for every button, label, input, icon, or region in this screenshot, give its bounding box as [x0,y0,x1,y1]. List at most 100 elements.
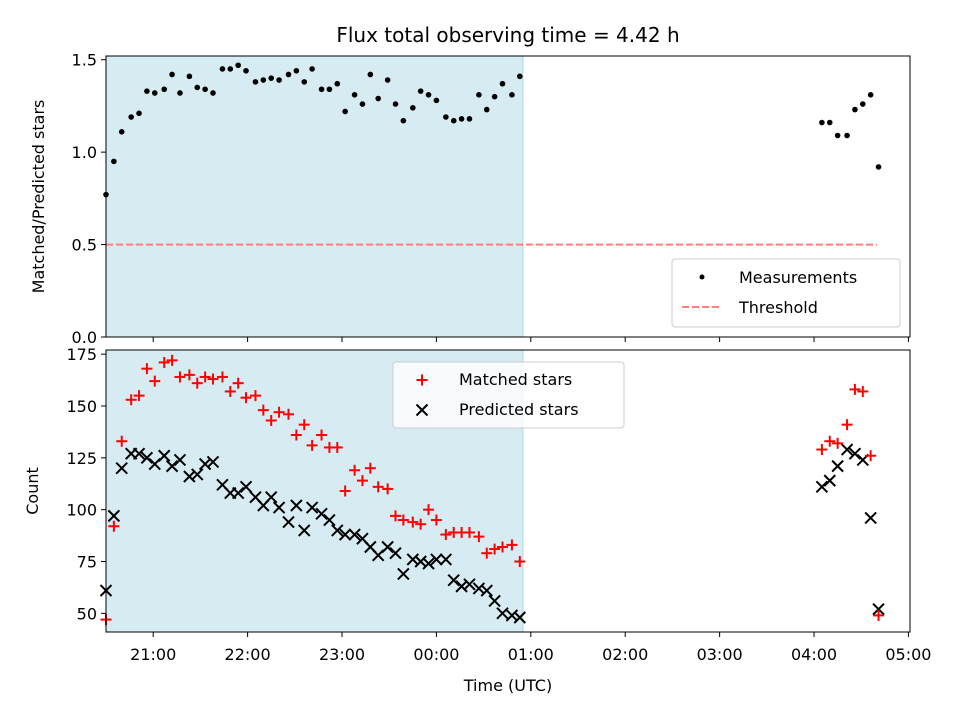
matched-star-point [316,429,328,441]
measurement-point [318,86,325,93]
measurement-point [509,92,515,98]
measurement-point [128,114,134,120]
figure-title: Flux total observing time = 4.42 h [336,23,679,47]
matched-star-point [489,543,501,555]
matched-star-point [816,444,828,456]
cross-b [397,567,410,581]
x-tick-label: 01:00 [508,645,554,664]
measurement-point [834,132,841,139]
measurement-point [826,119,833,126]
cross-b [323,513,336,527]
x-tick-label: 21:00 [130,645,176,664]
measurement-point [260,77,267,83]
measurement-point [342,108,348,115]
measurement-point [417,88,424,94]
measurement-point [450,117,457,124]
y-tick-label: 0.5 [72,236,97,255]
measurement-point [219,66,226,72]
y-tick-label: 150 [66,397,97,416]
cross-b [815,480,829,494]
predicted-star-point [840,443,854,456]
cross-b [406,553,420,566]
cross-b [831,459,844,473]
ratio-legend-box [671,258,901,328]
ratio-panel-frame [105,55,911,338]
measurement-point [111,158,117,165]
cross-b [183,470,196,483]
cross-b [414,555,427,568]
measurement-point [301,79,308,85]
measurement-point [326,86,333,93]
predicted-star-point [323,513,336,527]
cross-b [216,478,229,491]
measurement-point [293,67,300,74]
measurement-point [118,128,125,135]
matched-star-point [265,415,277,426]
predicted-star-point [231,486,245,500]
predicted-star-point [848,447,862,460]
cross-b [298,524,311,537]
matched-star-point [356,475,368,487]
measurement-point [867,92,874,98]
measurement-point [351,92,358,98]
measurement-point [151,90,158,96]
predicted-star-point [290,499,303,512]
measurement-point [819,119,825,126]
predicted-star-point [823,474,836,487]
cross-b [249,491,262,504]
cross-b [282,515,295,529]
matched-star-point [141,363,153,375]
measurement-point [483,106,490,113]
matched-star-point [273,406,285,418]
cross-b [315,507,328,521]
predicted-star-point [439,553,453,566]
cross-b [338,528,352,541]
predicted-star-point [513,611,527,624]
y-tick-label: 75 [77,553,97,572]
cross-b [415,403,429,417]
matched-star-point [430,514,442,526]
cross-b [132,447,146,460]
matched-star-point [349,464,361,476]
predicted-star-point [872,602,885,616]
cross-b [381,540,394,554]
measurement-point [144,88,150,94]
legend-measurements-label: Measurements [739,268,857,287]
predicted-star-point [348,528,361,541]
cross-b [513,611,527,624]
cross-b [505,609,519,622]
measurement-point [252,79,259,85]
measurement-point [466,116,473,122]
matched-star-point [824,435,836,447]
matched-star-point [240,392,252,404]
matched-star-point [397,514,409,526]
cross-b [290,499,303,512]
measurement-point [499,80,506,87]
observing-window-shade [105,55,524,338]
predicted-star-point [132,447,146,460]
cross-b [430,553,443,566]
matched-star-point [216,371,228,383]
predicted-star-point [115,461,128,475]
predicted-star-point [505,609,519,622]
matched-star-point [865,450,877,462]
predicted-star-point [338,528,352,541]
predicted-star-point [480,584,493,597]
predicted-star-point [264,491,278,504]
count-panel-frame [105,349,911,633]
measurement-point [476,92,482,98]
matched-star-point [481,547,493,559]
predicted-star-point [107,509,121,523]
predicted-star-point [496,607,509,620]
matched-star-point [158,356,170,368]
matched-star-point [298,419,310,431]
cross-b [840,443,854,456]
cross-b [439,553,453,566]
measurement-point [844,132,850,139]
predicted-star-points [99,443,885,624]
matched-star-point [108,520,120,532]
cross-b [389,546,402,560]
predicted-star-point [206,455,220,469]
cross-b [206,455,220,469]
y-tick-label: 175 [66,345,97,364]
